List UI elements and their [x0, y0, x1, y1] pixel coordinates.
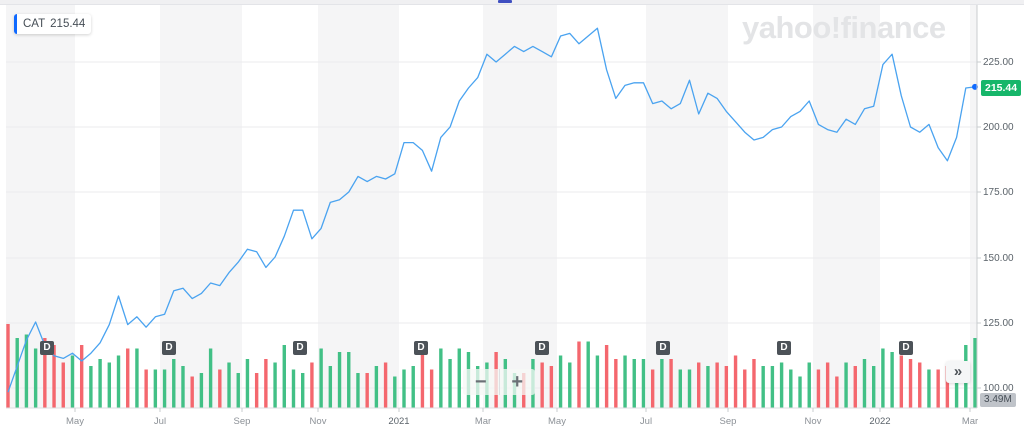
yahoo-finance-logo: yahoo!finance [742, 10, 946, 45]
dividend-marker[interactable]: D [535, 341, 549, 355]
dividend-marker[interactable]: D [414, 341, 428, 355]
zoom-out-button[interactable]: − [463, 369, 500, 395]
current-price-tag: 215.44 [981, 80, 1022, 96]
price-line [7, 27, 976, 393]
ticker-price: 215.44 [50, 18, 86, 30]
dividend-marker[interactable]: D [40, 341, 54, 355]
dividend-marker[interactable]: D [162, 341, 176, 355]
x-tick-label: May [548, 416, 566, 427]
ticker-badge[interactable]: CAT 215.44 [14, 14, 92, 34]
y-tick-label: 150.00 [983, 253, 1014, 264]
dividend-marker[interactable]: D [777, 341, 791, 355]
x-tick-label: Nov [309, 416, 327, 427]
dividend-marker[interactable]: D [656, 341, 670, 355]
y-tick-label: 125.00 [983, 318, 1014, 329]
dividend-marker[interactable]: D [293, 341, 307, 355]
x-tick-label: Mar [961, 416, 979, 427]
x-tick-label: May [66, 416, 84, 427]
y-tick-label: 175.00 [983, 187, 1014, 198]
x-tick-label: Nov [804, 416, 822, 427]
zoom-controls: − + [463, 369, 535, 395]
scroll-right-button[interactable]: » [946, 361, 970, 383]
ticker-symbol: CAT [23, 18, 46, 30]
zoom-in-button[interactable]: + [511, 370, 524, 393]
x-tick-label: Sep [719, 416, 737, 427]
range-indicator[interactable] [498, 0, 512, 3]
axis-ticks [74, 61, 981, 412]
x-tick-label: Sep [233, 416, 251, 427]
y-tick-label: 200.00 [983, 122, 1014, 133]
month-bands [6, 5, 977, 408]
y-tick-label: 100.00 [983, 383, 1014, 394]
volume-tag: 3.49M [980, 393, 1016, 407]
dividend-marker[interactable]: D [899, 341, 913, 355]
y-tick-label: 225.00 [983, 57, 1014, 68]
x-tick-label: Mar [474, 416, 492, 427]
x-tick-label: Jul [153, 416, 167, 427]
chart-top-border [0, 0, 1024, 5]
x-tick-label: Jul [639, 416, 653, 427]
x-tick-label: 2021 [388, 416, 410, 427]
x-tick-label: 2022 [869, 416, 891, 427]
